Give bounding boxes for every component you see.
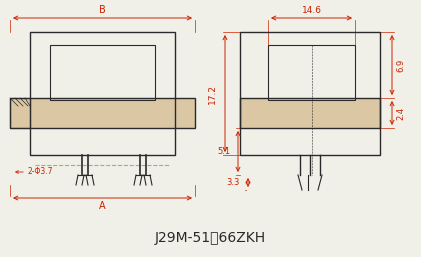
Bar <box>50 45 155 100</box>
Text: 14.6: 14.6 <box>301 6 322 15</box>
Bar <box>268 45 355 100</box>
Bar <box>10 98 195 128</box>
Text: A: A <box>99 201 106 211</box>
Text: B: B <box>99 5 106 15</box>
Text: 2-Φ3.7: 2-Φ3.7 <box>28 168 53 177</box>
Text: 2.4: 2.4 <box>396 106 405 120</box>
Text: 6.9: 6.9 <box>396 58 405 72</box>
Text: J29M-51、66ZKH: J29M-51、66ZKH <box>155 231 266 245</box>
Text: 5.1: 5.1 <box>217 147 230 156</box>
Bar <box>10 98 195 128</box>
Bar <box>240 98 380 128</box>
Bar <box>10 98 30 128</box>
Bar <box>240 98 380 128</box>
Bar <box>30 32 175 155</box>
Text: 17.2: 17.2 <box>208 84 217 104</box>
Bar <box>240 32 380 155</box>
Text: 3.3: 3.3 <box>226 178 240 187</box>
